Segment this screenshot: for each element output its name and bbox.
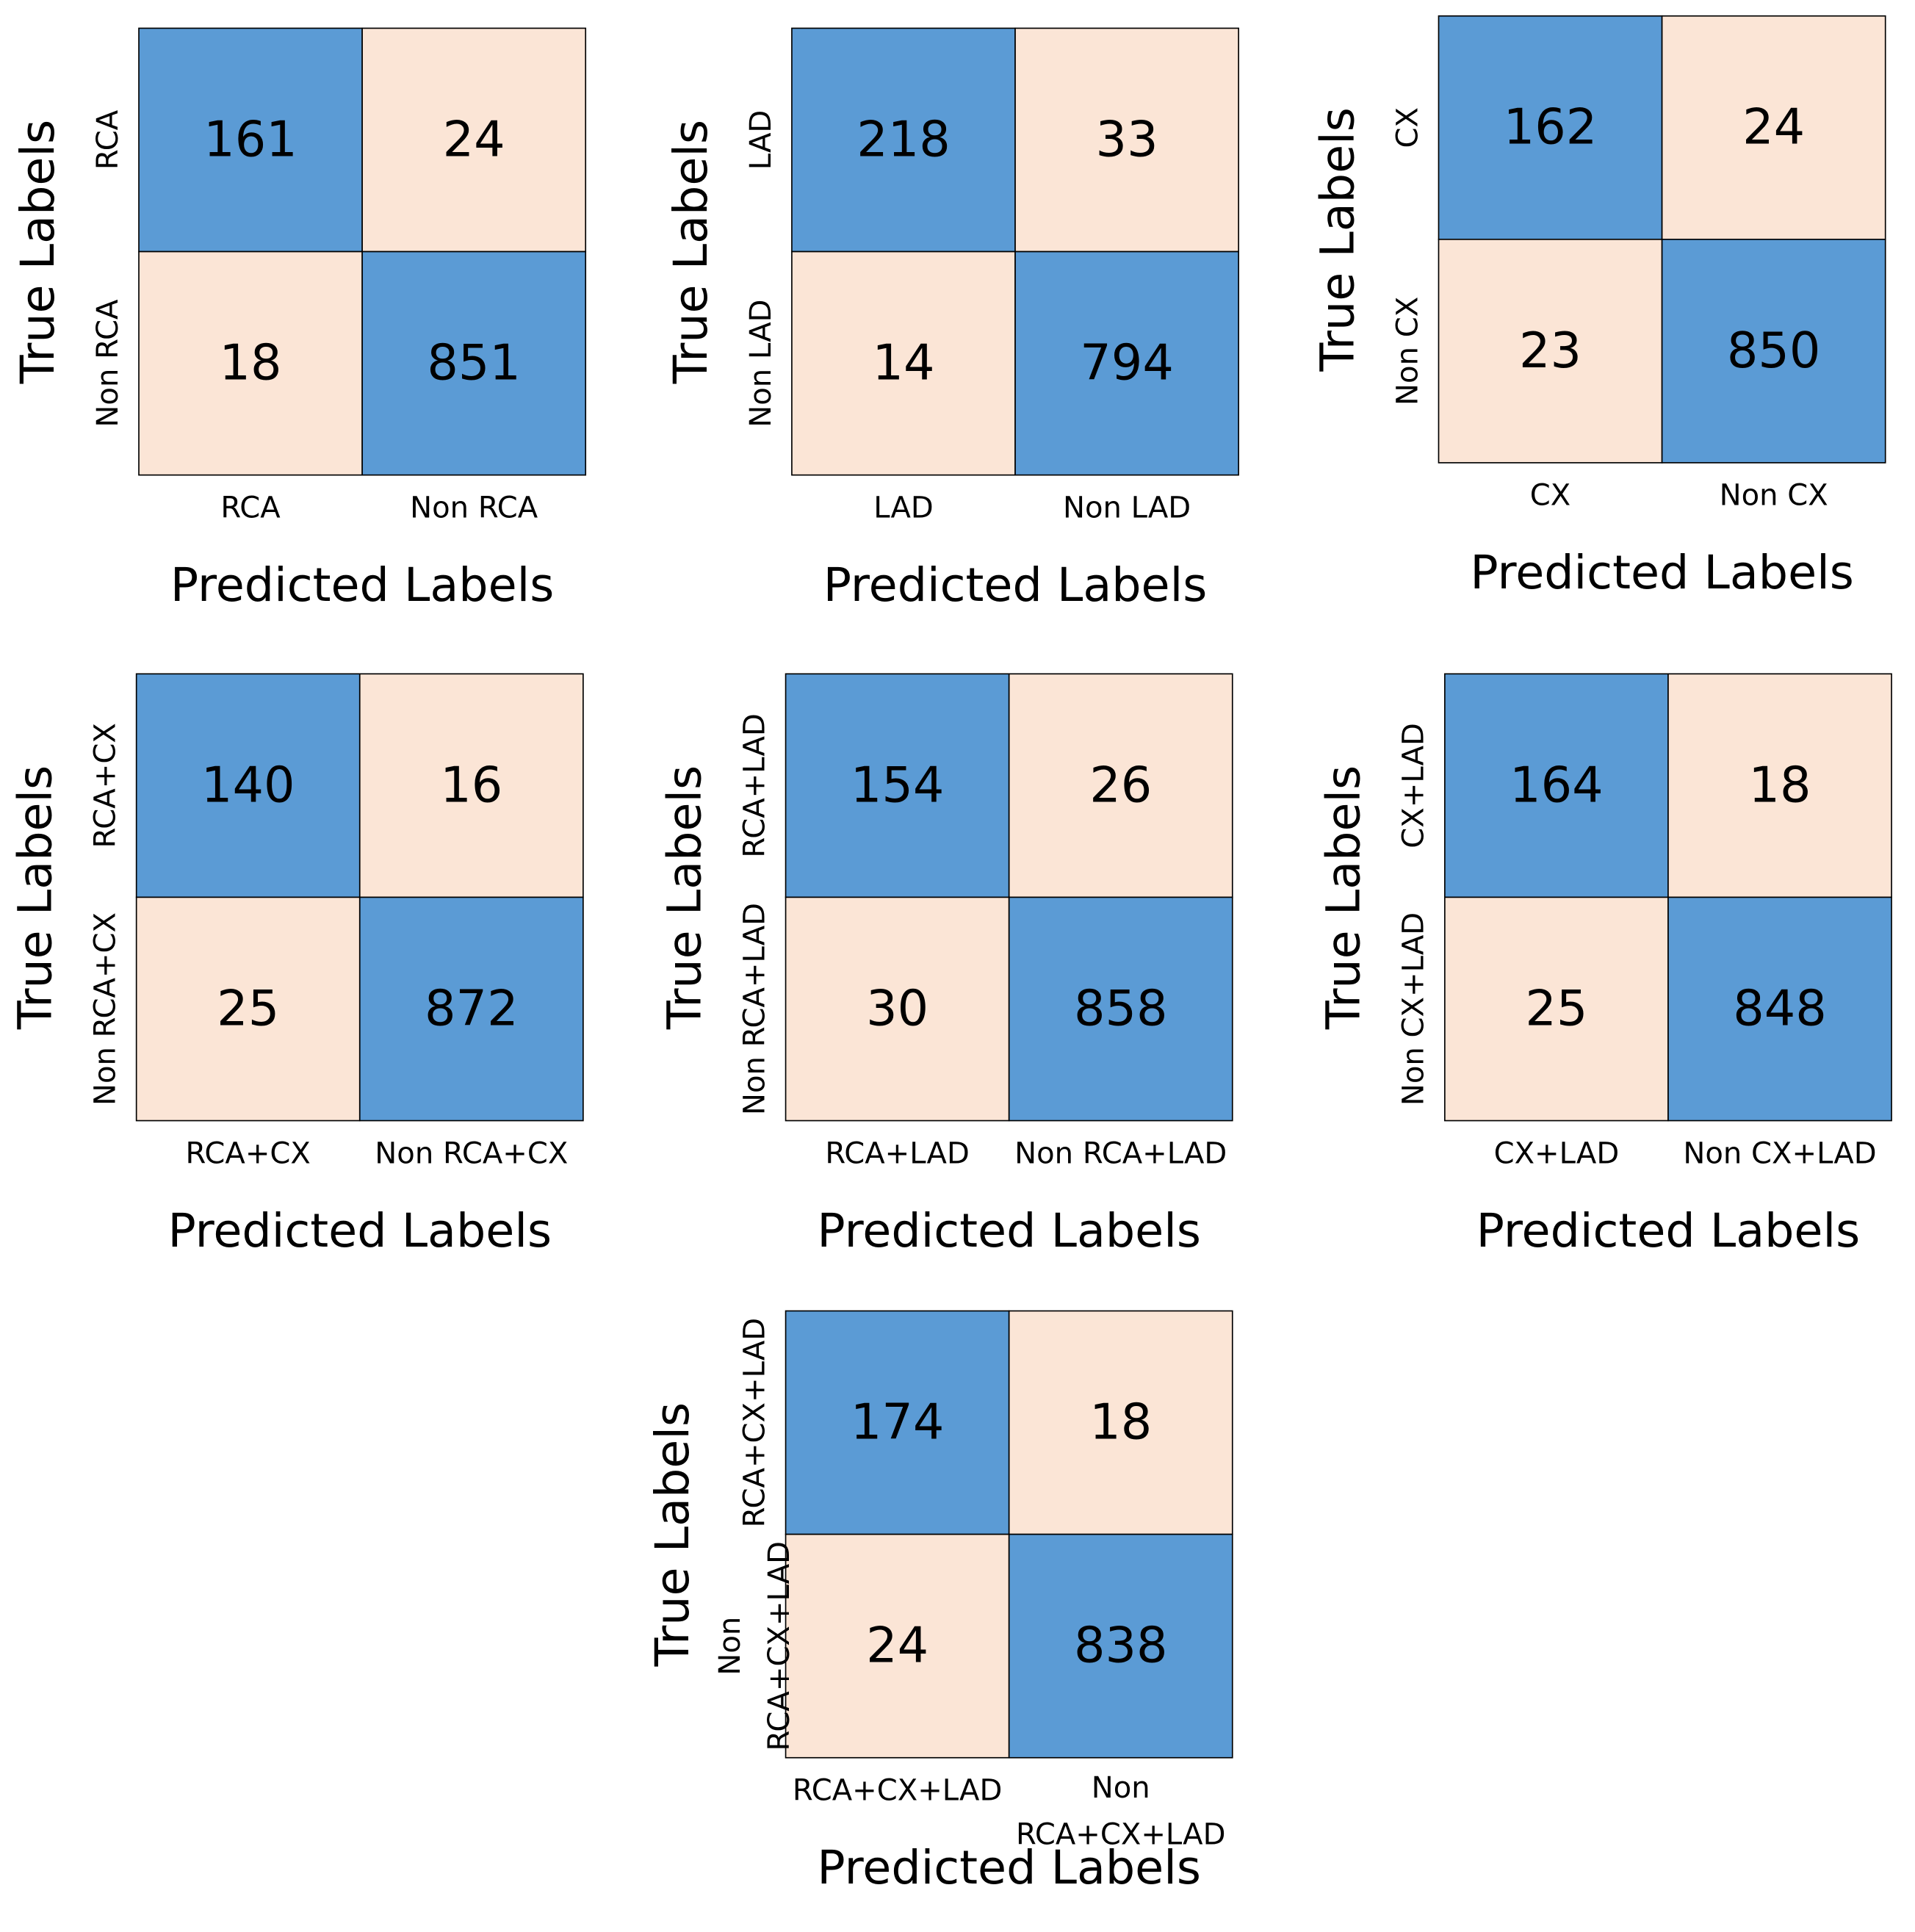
y-tick-label: CX (1391, 107, 1424, 148)
heatmap-cell (1008, 1310, 1233, 1535)
cell-value: 140 (201, 756, 295, 813)
heatmap-cell (785, 1310, 1010, 1535)
x-tick-label: Non LAD (1063, 491, 1191, 525)
y-tick-label: Non RCA (91, 299, 125, 428)
y-axis-title: True Labels (8, 765, 62, 1030)
heatmap-cell (1667, 896, 1892, 1122)
x-tick-label: Non CX+LAD (1683, 1136, 1876, 1170)
cell-value: 24 (866, 1617, 928, 1674)
heatmap-cell (138, 27, 363, 253)
cell-value: 794 (1080, 334, 1174, 391)
heatmap-cell (785, 1533, 1010, 1759)
y-tick-label: Non CX+LAD (1397, 912, 1431, 1106)
cell-value: 851 (427, 334, 521, 391)
heatmap-cell (1008, 896, 1233, 1122)
x-axis-title: Predicted Labels (1476, 1203, 1861, 1258)
x-tick-label: Non RCA (410, 491, 538, 525)
heatmap-cell (791, 250, 1016, 476)
x-axis-title: Predicted Labels (817, 1840, 1201, 1895)
y-tick-label: RCA+CX+LAD (737, 1318, 771, 1527)
x-tick-label: Non RCA+LAD (1014, 1136, 1227, 1170)
x-tick-label: Non CX (1720, 479, 1828, 513)
y-tick-label: LAD (744, 110, 778, 170)
cell-value: 154 (851, 756, 945, 813)
heatmap-cell (1444, 673, 1669, 898)
cell-value: 174 (851, 1393, 945, 1450)
x-tick-label: Non RCA+CX+LAD (1016, 1771, 1226, 1851)
y-tick-label: RCA+CX (89, 723, 123, 848)
cell-value: 872 (425, 979, 519, 1037)
heatmap-cell (138, 250, 363, 476)
cell-value: 24 (1742, 98, 1805, 156)
x-tick-label: RCA+LAD (825, 1136, 969, 1170)
y-tick-label: RCA (91, 109, 125, 170)
cell-value: 33 (1096, 110, 1158, 167)
heatmap-cell (1008, 1533, 1233, 1759)
cell-value: 16 (440, 756, 502, 813)
y-axis-title: True Labels (1316, 765, 1371, 1030)
heatmap-cell (785, 673, 1010, 898)
x-tick-label: CX (1530, 479, 1570, 513)
x-tick-label: LAD (873, 491, 934, 525)
cell-value: 164 (1510, 756, 1604, 813)
x-axis-title: Predicted Labels (170, 558, 555, 612)
heatmap-cell (791, 27, 1016, 253)
cell-value: 162 (1504, 98, 1598, 156)
x-tick-label: Non RCA+CX (375, 1136, 568, 1170)
cell-value: 24 (443, 110, 505, 167)
x-axis-title: Predicted Labels (1470, 545, 1854, 599)
y-tick-label: Non RCA+LAD (737, 903, 771, 1115)
heatmap-cell (1444, 896, 1669, 1122)
cell-value: 218 (856, 110, 951, 167)
y-axis-title: True Labels (10, 120, 65, 384)
heatmap-cell (361, 27, 587, 253)
cell-value: 23 (1519, 322, 1582, 379)
y-tick-label: Non RCA+CX+LAD (713, 1541, 796, 1751)
y-axis-title: True Labels (657, 765, 711, 1030)
y-tick-label: Non LAD (744, 299, 778, 427)
x-tick-label: CX+LAD (1494, 1136, 1620, 1170)
heatmap-cell (135, 896, 361, 1122)
heatmap-cell (1661, 238, 1886, 464)
cell-value: 161 (203, 110, 297, 167)
cell-value: 25 (1525, 979, 1587, 1037)
heatmap-cell (358, 673, 584, 898)
heatmap-cell (1661, 15, 1886, 240)
y-tick-label: RCA+LAD (737, 713, 771, 857)
heatmap-cell (135, 673, 361, 898)
heatmap-cell (785, 896, 1010, 1122)
y-tick-label: CX+LAD (1397, 723, 1431, 848)
x-axis-title: Predicted Labels (817, 1203, 1201, 1258)
cell-value: 18 (1089, 1393, 1152, 1450)
cell-value: 26 (1089, 756, 1152, 813)
y-axis-title: True Labels (1310, 107, 1364, 372)
y-tick-label: Non CX (1391, 297, 1424, 405)
y-axis-title: True Labels (663, 120, 718, 384)
x-tick-label: RCA+CX (186, 1136, 311, 1170)
heatmap-cell (1014, 250, 1239, 476)
x-axis-title: Predicted Labels (167, 1203, 552, 1258)
y-axis-title: True Labels (645, 1402, 699, 1667)
cell-value: 25 (217, 979, 279, 1037)
heatmap-cell (1008, 673, 1233, 898)
heatmap-cell (361, 250, 587, 476)
x-axis-title: Predicted Labels (823, 558, 1208, 612)
cell-value: 850 (1727, 322, 1821, 379)
cell-value: 848 (1733, 979, 1827, 1037)
heatmap-cell (358, 896, 584, 1122)
cell-value: 18 (220, 334, 282, 391)
cell-value: 14 (872, 334, 934, 391)
cell-value: 18 (1748, 756, 1811, 813)
cell-value: 858 (1074, 979, 1168, 1037)
heatmap-cell (1014, 27, 1239, 253)
cell-value: 30 (866, 979, 928, 1037)
y-tick-label: Non RCA+CX (89, 912, 123, 1106)
x-tick-label: RCA (220, 491, 281, 525)
x-tick-label: RCA+CX+LAD (793, 1774, 1003, 1808)
heatmap-cell (1667, 673, 1892, 898)
cell-value: 838 (1074, 1617, 1168, 1674)
